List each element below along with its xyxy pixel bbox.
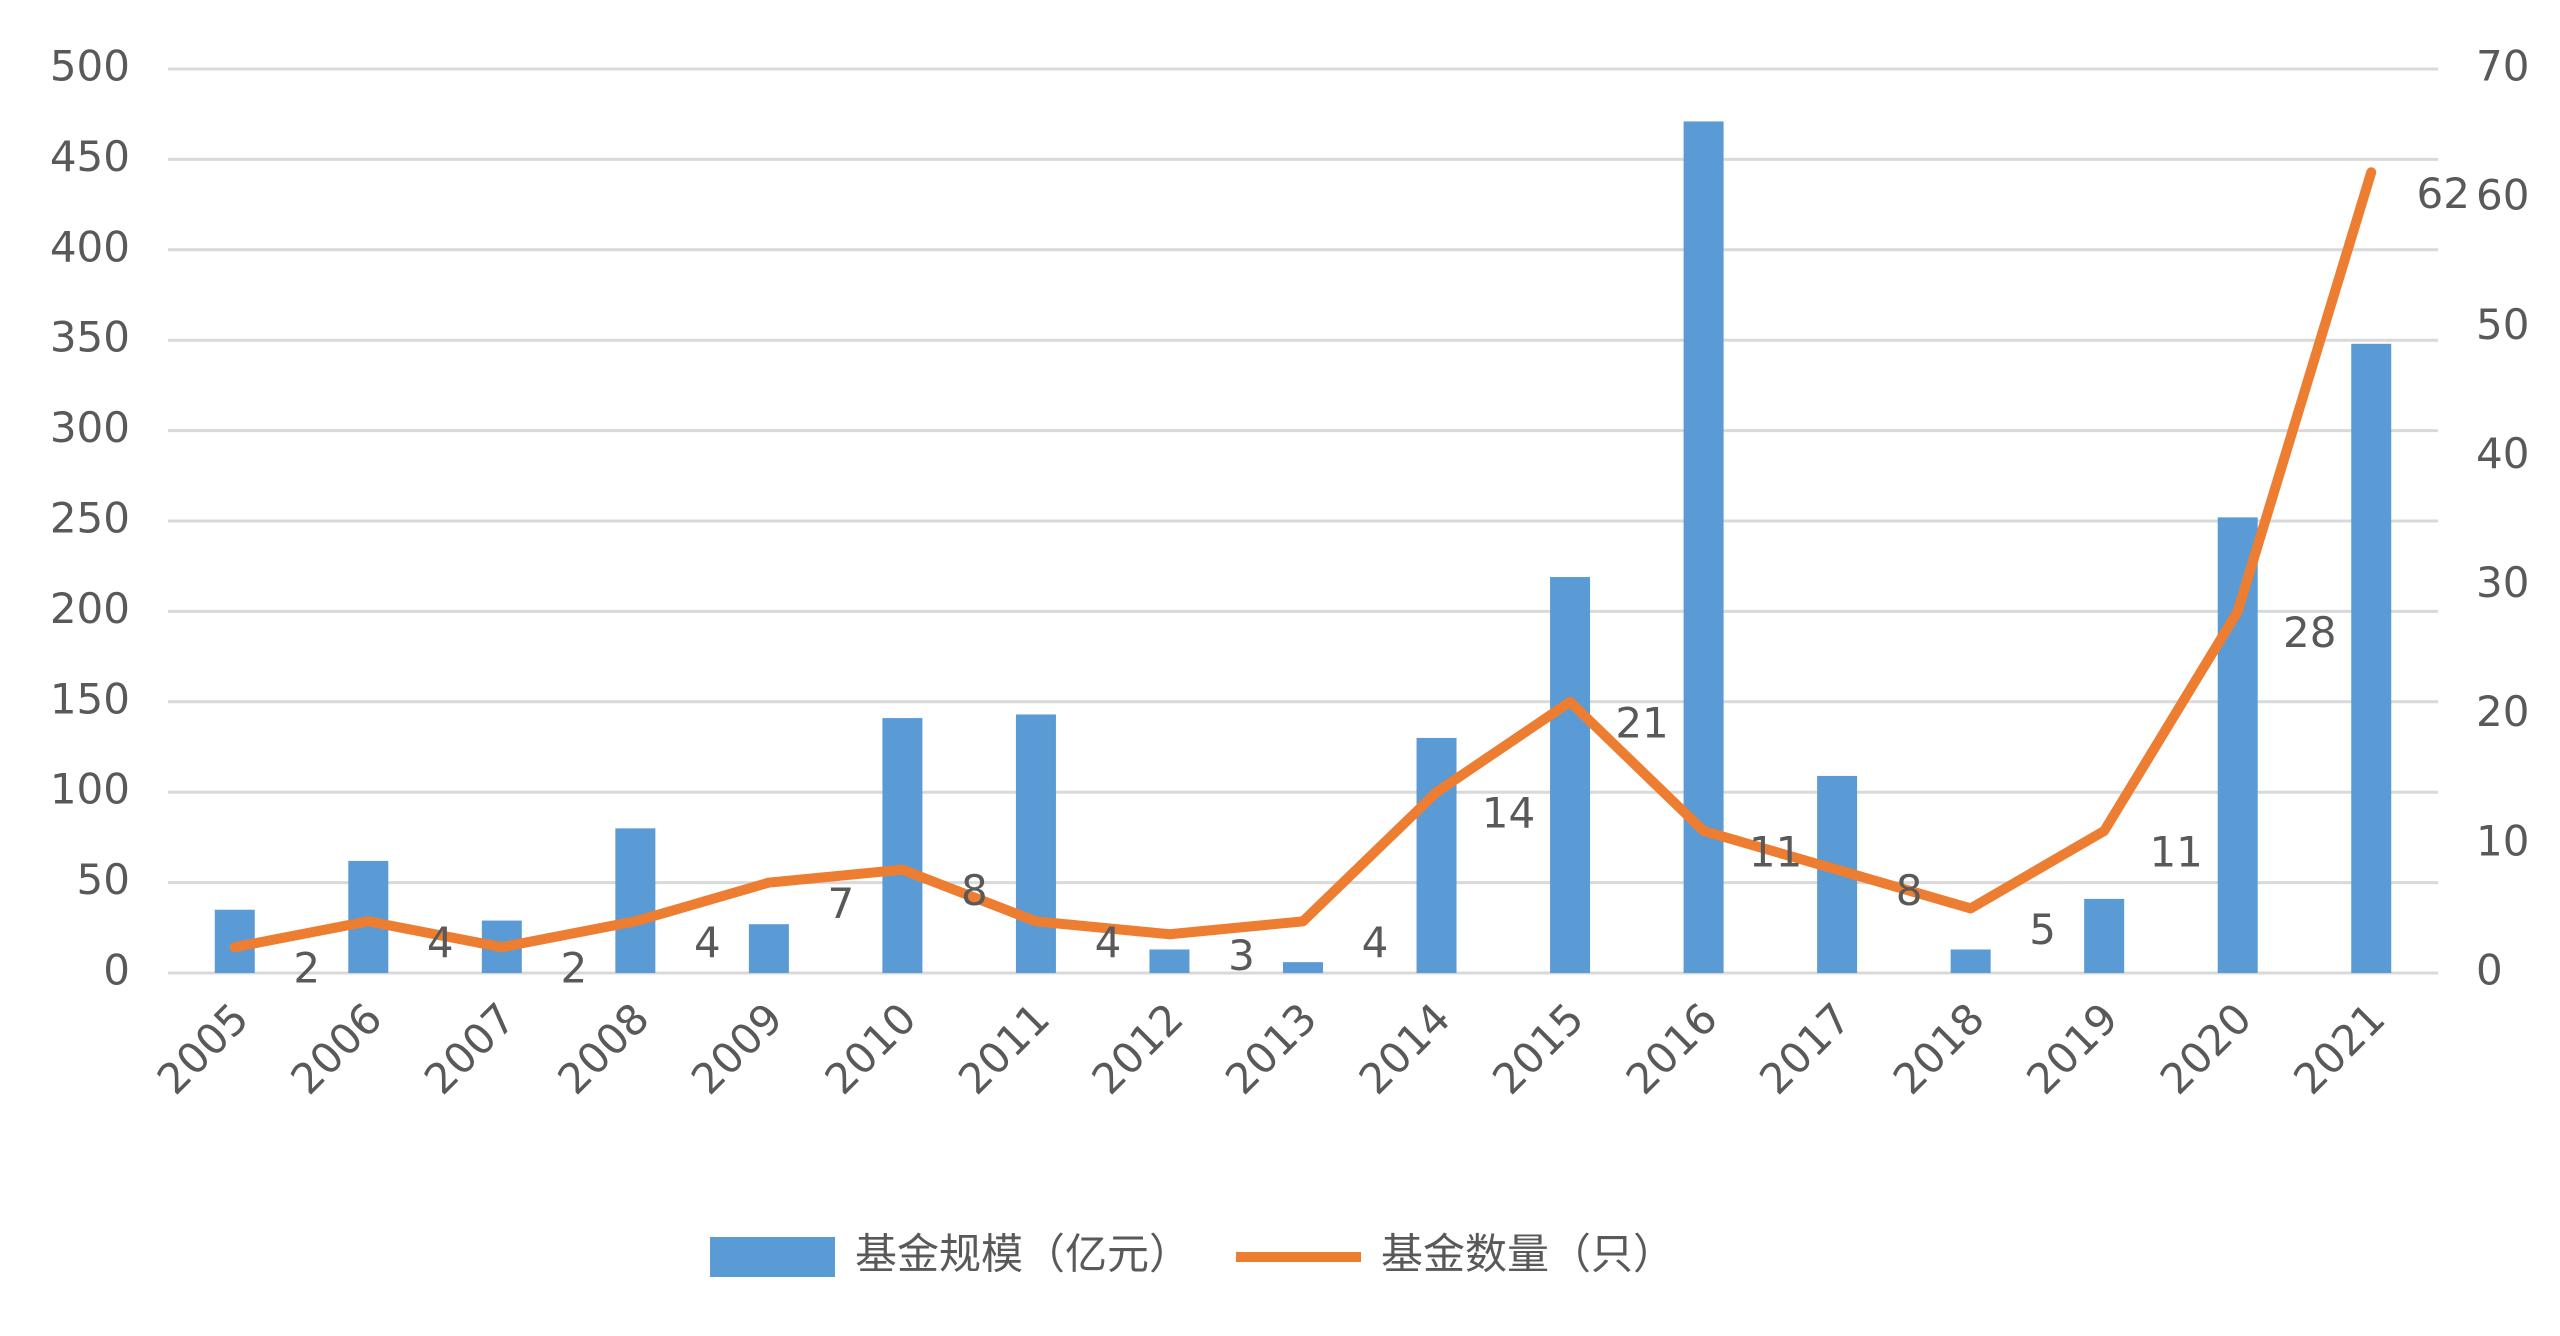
line — [229, 167, 2377, 953]
bar — [2217, 517, 2258, 973]
x-tick-label: 2016 — [1617, 994, 1727, 1104]
data-label: 62 — [2417, 169, 2470, 218]
legend-label: 基金规模（亿元） — [855, 1230, 1191, 1279]
x-tick-label: 2017 — [1750, 994, 1860, 1104]
y-tick-label: 300 — [50, 403, 130, 452]
y-tick-label: 100 — [50, 765, 130, 814]
x-tick-label: 2011 — [949, 994, 1059, 1104]
x-tick-label: 2012 — [1082, 994, 1192, 1104]
y2-tick-label: 50 — [2476, 300, 2529, 349]
legend-swatch — [710, 1237, 835, 1277]
x-tick-label: 2019 — [2017, 994, 2127, 1104]
bar — [1550, 577, 1591, 973]
y-tick-label: 150 — [50, 674, 130, 723]
bar — [615, 828, 656, 973]
x-tick-label: 2018 — [1884, 994, 1994, 1104]
bar — [1283, 962, 1323, 973]
data-label: 4 — [427, 918, 454, 967]
data-label: 11 — [1749, 827, 1802, 876]
x-tick-label: 2010 — [815, 994, 925, 1104]
data-label: 21 — [1615, 698, 1668, 747]
data-label: 7 — [828, 879, 855, 928]
y2-tick-label: 60 — [2476, 171, 2529, 220]
data-label: 2 — [293, 944, 320, 993]
data-label: 8 — [961, 866, 988, 915]
y2-tick-label: 70 — [2476, 42, 2529, 91]
y-tick-label: 250 — [50, 494, 130, 543]
data-label: 11 — [2149, 827, 2202, 876]
y2-tick-label: 10 — [2476, 816, 2529, 865]
data-label: 28 — [2283, 608, 2336, 657]
data-label: 4 — [694, 918, 721, 967]
y2-tick-label: 40 — [2476, 429, 2529, 478]
data-label: 3 — [1228, 931, 1255, 980]
x-tick-label: 2014 — [1350, 994, 1460, 1104]
data-label: 5 — [2029, 905, 2056, 954]
x-tick-label: 2008 — [548, 994, 658, 1104]
y-tick-label: 400 — [50, 222, 130, 271]
x-tick-label: 2013 — [1216, 994, 1326, 1104]
x-tick-label: 2009 — [682, 994, 792, 1104]
y-tick-label: 500 — [50, 42, 130, 91]
x-tick-label: 2020 — [2151, 994, 2261, 1104]
y2-tick-label: 20 — [2476, 687, 2529, 736]
x-tick-label: 2007 — [415, 994, 525, 1104]
x-tick-label: 2005 — [148, 994, 258, 1104]
bar — [748, 924, 789, 973]
data-label: 4 — [1095, 918, 1122, 967]
y-tick-label: 350 — [50, 313, 130, 362]
bar — [882, 718, 923, 973]
bar — [1149, 949, 1190, 973]
bar — [1683, 121, 1724, 973]
y2-tick-label: 0 — [2476, 946, 2503, 995]
x-tick-label: 2015 — [1483, 994, 1593, 1104]
data-label: 14 — [1482, 789, 1535, 838]
bar — [1416, 737, 1457, 973]
data-label: 2 — [560, 944, 587, 993]
data-label: 8 — [1896, 866, 1923, 915]
x-tick-label: 2021 — [2284, 994, 2394, 1104]
bar — [1950, 949, 1991, 973]
y2-tick-label: 30 — [2476, 558, 2529, 607]
y-tick-label: 0 — [103, 946, 130, 995]
bar — [2351, 343, 2392, 973]
bar — [2084, 898, 2125, 973]
x-tick-label: 2006 — [281, 994, 391, 1104]
y-tick-label: 450 — [50, 132, 130, 181]
data-label: 4 — [1362, 918, 1389, 967]
y-tick-label: 50 — [77, 855, 130, 904]
y-tick-label: 200 — [50, 584, 130, 633]
bar — [1015, 714, 1056, 973]
legend-label: 基金数量（只） — [1381, 1230, 1675, 1279]
